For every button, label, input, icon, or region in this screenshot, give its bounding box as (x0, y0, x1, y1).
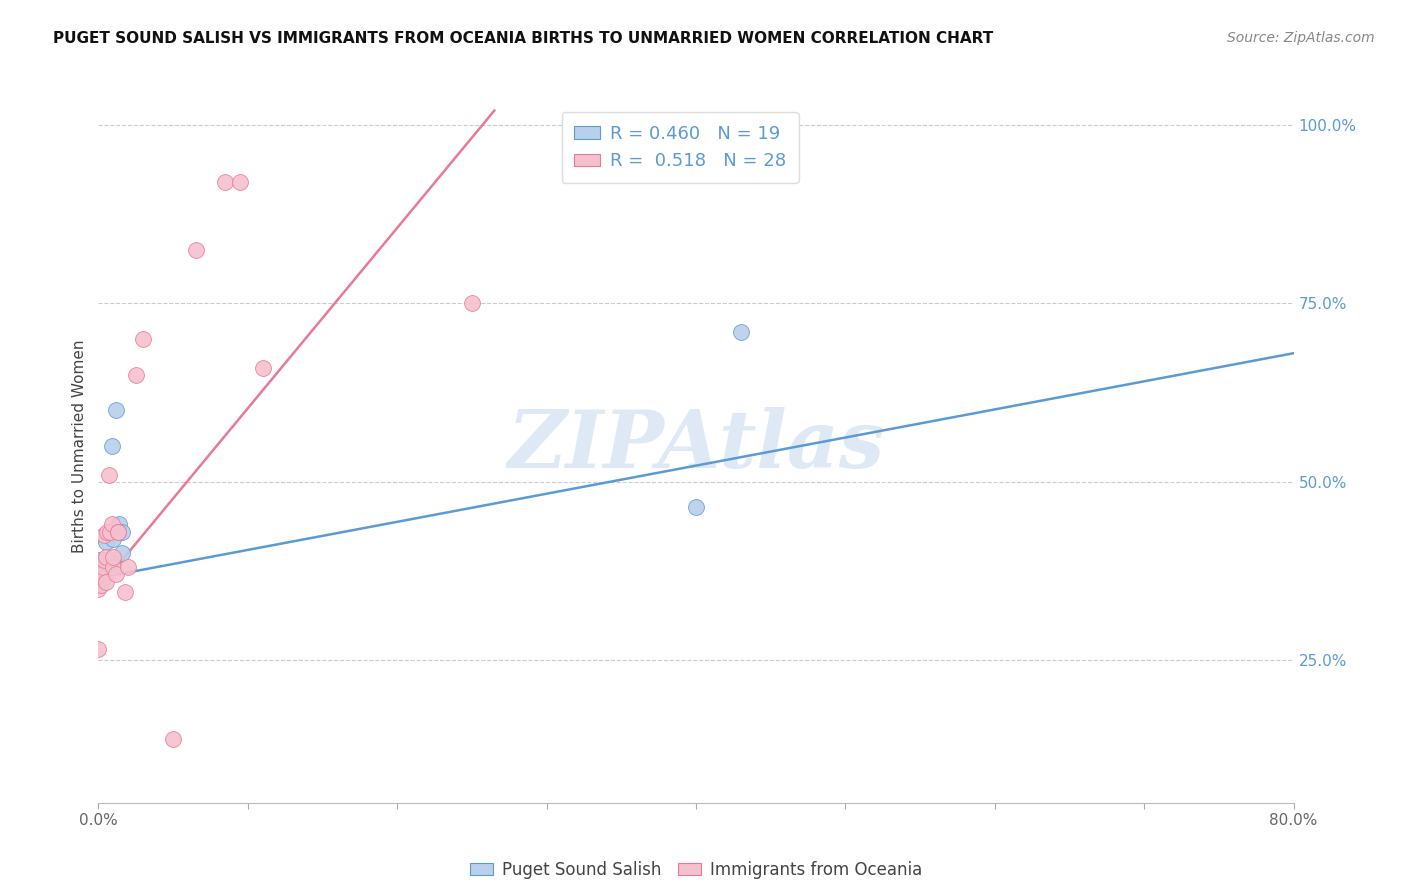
Point (162, 731, 184, 746)
Point (90, 567, 112, 582)
Point (87, 582, 110, 596)
Y-axis label: Births to Unmarried Women: Births to Unmarried Women (72, 339, 87, 553)
Point (103, 560, 125, 574)
Point (107, 524, 129, 539)
Point (87, 578, 110, 592)
Point (730, 325, 752, 339)
Point (184, 243, 207, 257)
Point (94, 549, 117, 564)
Point (125, 368, 148, 382)
Point (90, 560, 112, 574)
Point (105, 403, 128, 417)
Point (97, 467, 120, 482)
Point (111, 546, 134, 560)
Legend: Puget Sound Salish, Immigrants from Oceania: Puget Sound Salish, Immigrants from Ocea… (464, 854, 928, 885)
Point (90, 578, 112, 592)
Point (94, 535, 117, 549)
Text: ZIPAtlas: ZIPAtlas (508, 408, 884, 484)
Point (214, 175, 236, 189)
Point (108, 517, 131, 532)
Point (93, 528, 115, 542)
Point (105, 567, 128, 582)
Point (96, 524, 118, 539)
Point (101, 517, 124, 532)
Point (132, 332, 155, 346)
Point (101, 439, 124, 453)
Point (252, 360, 274, 375)
Point (87, 557, 110, 571)
Point (103, 549, 125, 564)
Point (103, 532, 125, 546)
Point (98, 524, 122, 539)
Point (114, 585, 136, 599)
Point (117, 560, 139, 574)
Text: PUGET SOUND SALISH VS IMMIGRANTS FROM OCEANIA BIRTHS TO UNMARRIED WOMEN CORRELAT: PUGET SOUND SALISH VS IMMIGRANTS FROM OC… (53, 31, 994, 46)
Point (91, 560, 114, 574)
Point (93, 564, 115, 578)
Point (98, 524, 122, 539)
Point (91, 571, 114, 585)
Point (107, 524, 129, 539)
Point (685, 500, 707, 514)
Point (87, 564, 110, 578)
Point (93, 553, 115, 567)
Point (97, 560, 120, 574)
Point (94, 574, 117, 589)
Point (461, 296, 484, 310)
Point (87, 553, 110, 567)
Point (111, 524, 134, 539)
Text: Source: ZipAtlas.com: Source: ZipAtlas.com (1227, 31, 1375, 45)
Point (229, 175, 252, 189)
Point (87, 642, 110, 657)
Point (96, 560, 118, 574)
